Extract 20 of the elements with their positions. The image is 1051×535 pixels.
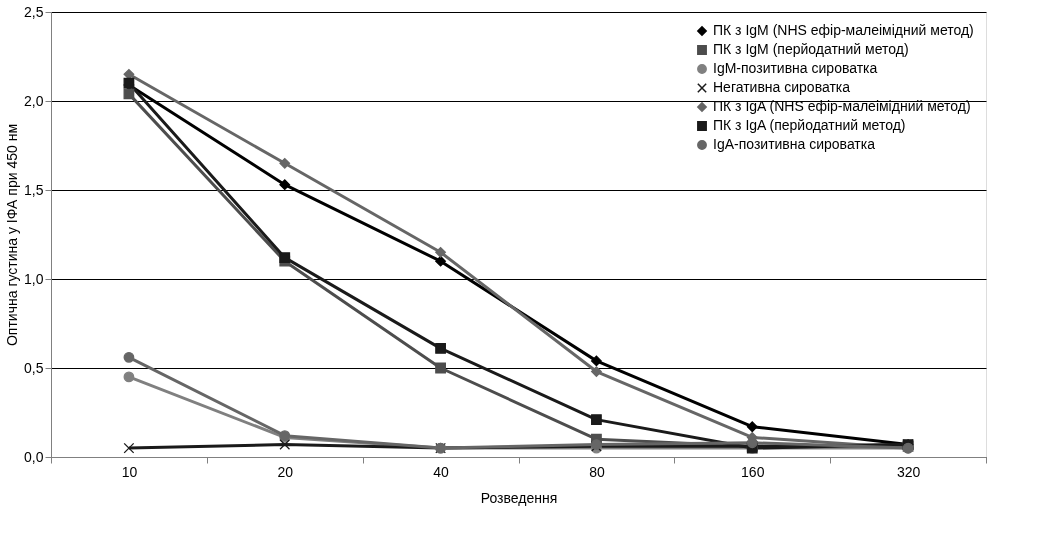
legend-label: ПК з IgA (перйодатний метод) (713, 117, 906, 133)
y-tick-label: 0,0 (24, 448, 44, 465)
y-tick-label: 2,0 (24, 92, 44, 109)
y-tick-label: 2,5 (24, 3, 44, 20)
y-tick-label: 0,5 (24, 359, 44, 376)
y-axis-title: Оптична густина у ІФА при 450 нм (4, 123, 21, 347)
x-tick-label: 320 (896, 463, 921, 480)
y-tick-label: 1,0 (24, 270, 44, 287)
legend-label: IgA-позитивна сироватка (713, 136, 876, 152)
legend-label: Негативна сироватка (713, 79, 851, 95)
x-tick-label: 80 (589, 463, 605, 480)
legend-label: IgM-позитивна сироватка (713, 60, 878, 76)
x-tick-label: 10 (121, 463, 138, 480)
x-tick-label: 160 (741, 463, 765, 480)
x-axis-title: Розведення (480, 489, 558, 506)
x-tick-label: 40 (433, 463, 450, 480)
y-tick-label: 1,5 (24, 181, 44, 198)
x-tick-label: 20 (277, 463, 294, 480)
legend-label: ПК з IgM (NHS ефір-малеімідний метод) (713, 22, 974, 38)
legend-label: ПК з IgM (перйодатний метод) (713, 41, 909, 57)
